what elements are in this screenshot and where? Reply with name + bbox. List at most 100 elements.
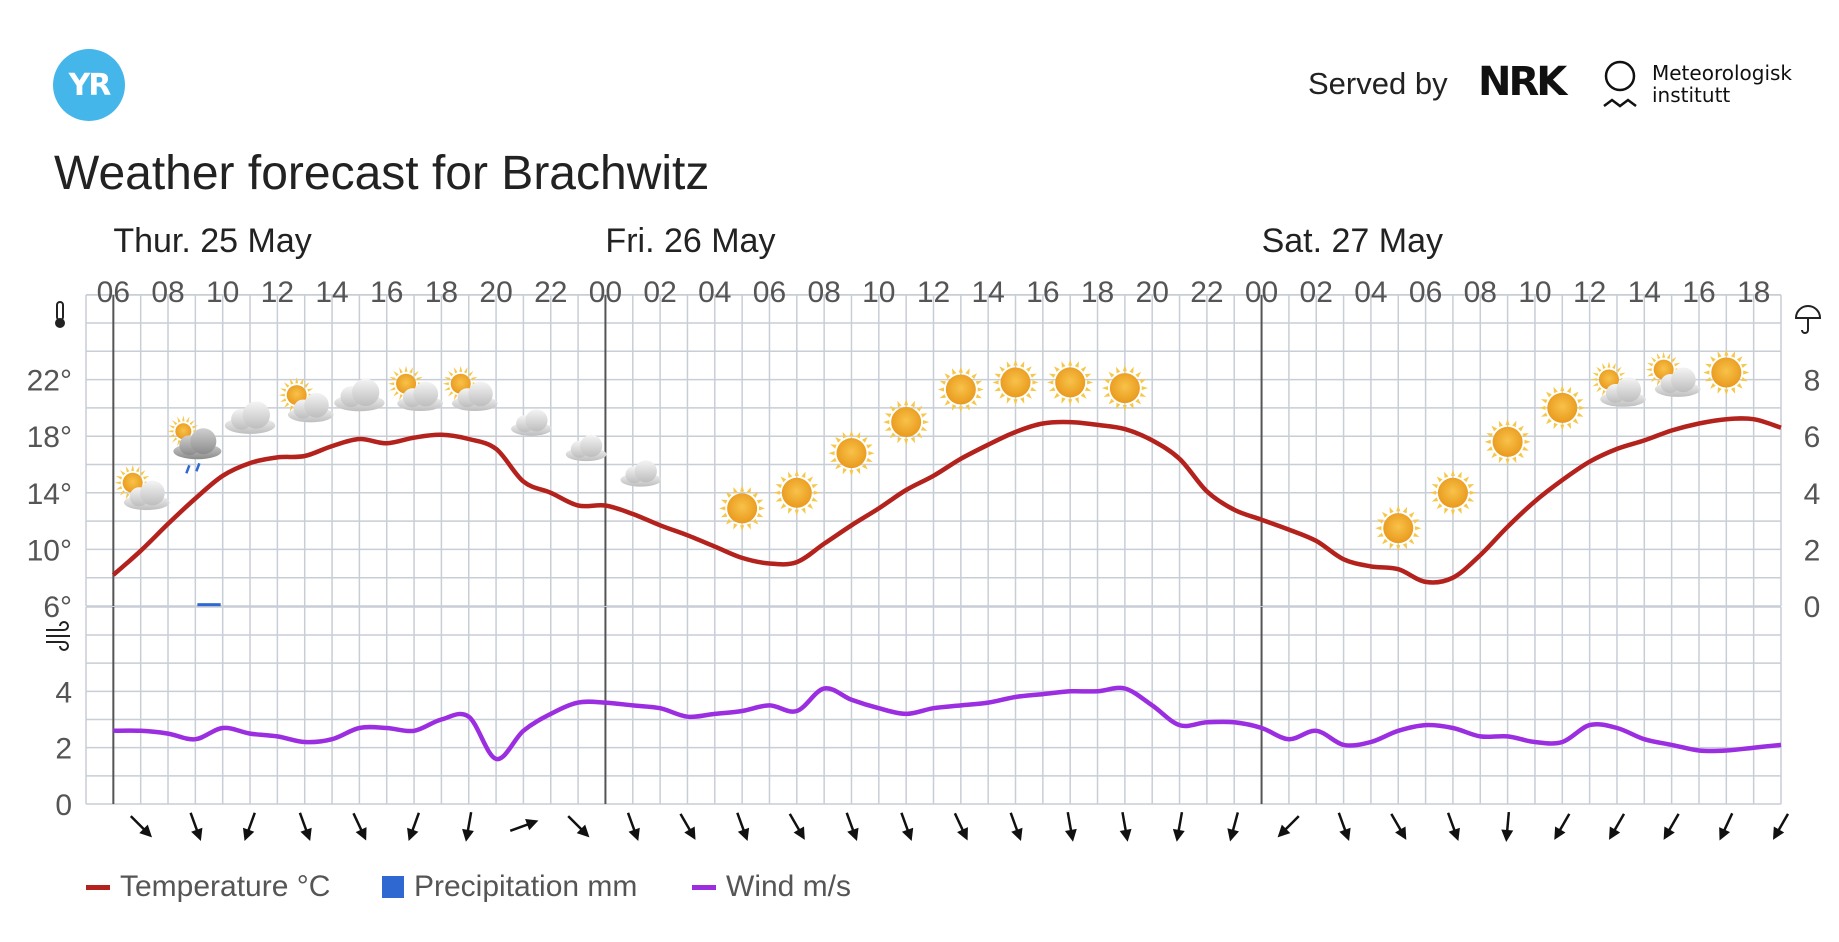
sun-ray	[944, 400, 951, 406]
sun-ray	[1743, 370, 1750, 375]
sun-ray	[177, 416, 181, 423]
hour-tick-label: 16	[370, 276, 403, 309]
sun-ray	[719, 506, 726, 511]
clear-sky-day-icon	[1539, 384, 1586, 431]
sun-ray	[1491, 425, 1498, 432]
sun-ray	[1389, 506, 1394, 514]
sun-ray	[1724, 349, 1729, 356]
sun-ray	[388, 382, 395, 386]
sun-ray	[830, 444, 837, 449]
partly-cloudy-night-icon	[559, 424, 607, 462]
sun-ray	[1730, 351, 1736, 358]
sun-ray	[971, 400, 978, 406]
partly-cloudy-day-icon	[114, 464, 170, 511]
sun-ray	[1413, 532, 1420, 537]
sun-ray	[442, 382, 449, 386]
sun-ray	[1596, 366, 1602, 373]
wind-arrow-head	[1395, 826, 1407, 840]
sun-ray	[1074, 361, 1079, 368]
sun-ray	[1048, 387, 1056, 392]
hour-tick-label: 12	[261, 276, 294, 309]
sun-ray	[1486, 433, 1493, 438]
hour-tick-label: 18	[1737, 276, 1770, 309]
sun-ray	[994, 387, 1001, 392]
sun-ray	[1047, 380, 1054, 385]
hour-tick-label: 08	[807, 276, 840, 309]
wind-arrow-head	[737, 827, 750, 842]
sun-ray	[975, 394, 983, 399]
sun-ray	[1103, 379, 1111, 384]
sun-ray	[1553, 422, 1558, 430]
sun-ray	[1032, 380, 1039, 385]
moon-crescent	[505, 398, 519, 425]
sun-ray	[172, 437, 178, 443]
precip-axis-label: 4	[1804, 478, 1821, 511]
sun-ray	[1498, 420, 1503, 427]
sun-ray	[1553, 386, 1558, 394]
sun-ray	[444, 376, 451, 381]
sun-ray	[140, 470, 146, 476]
day-label: Fri. 26 May	[605, 222, 775, 260]
rain-drop	[185, 464, 191, 474]
sun-ray	[1656, 380, 1661, 387]
temp-axis-label: 22°	[27, 365, 72, 398]
sun-ray	[125, 493, 130, 500]
sun-ray	[444, 387, 451, 391]
sun-ray	[1612, 362, 1616, 369]
sun-ray	[280, 398, 287, 402]
sun-ray	[889, 405, 896, 412]
wind-direction-arrow	[1501, 811, 1514, 842]
sun-ray	[1085, 387, 1092, 392]
cloud-puff	[1670, 367, 1696, 393]
sun-ray	[1139, 392, 1147, 397]
sun-ray	[1030, 373, 1037, 378]
sun-ray	[189, 420, 195, 426]
sun-ray	[1484, 439, 1491, 444]
hour-tick-label: 04	[698, 276, 731, 309]
sun-ray	[284, 402, 290, 408]
sun-ray	[119, 470, 126, 476]
wind-arrow-head	[957, 827, 968, 841]
umbrella-icon-handle	[1801, 318, 1809, 334]
sun-ray	[1048, 373, 1056, 378]
wind-direction-arrow	[1337, 812, 1351, 842]
sun-ray	[862, 436, 868, 443]
wind-direction-arrow	[352, 812, 367, 841]
wind-arrow-head	[1448, 827, 1460, 842]
wind-arrow-head	[1227, 828, 1239, 842]
cloud-puff	[525, 409, 548, 432]
sun-ray	[1572, 391, 1579, 398]
sun-ray	[999, 392, 1005, 399]
sun-ray	[752, 492, 759, 498]
sun-ray	[884, 413, 892, 418]
hour-tick-label: 22	[534, 276, 567, 309]
sun-ray	[1645, 368, 1652, 371]
hour-tick-label: 14	[971, 276, 1004, 309]
wind-arrow-head	[462, 828, 474, 842]
clear-sky-day-icon	[1101, 365, 1148, 412]
sun-ray	[1053, 366, 1060, 372]
sun-ray	[1061, 397, 1066, 404]
sun-ray	[1524, 439, 1531, 444]
sun-ray	[994, 373, 1001, 378]
sun-ray	[828, 451, 835, 456]
sun-ray	[464, 367, 468, 374]
sun-ray	[1415, 526, 1422, 531]
sun-ray	[862, 463, 868, 470]
sun-ray	[1560, 424, 1565, 431]
sun-ray	[889, 432, 896, 439]
sun-ray	[448, 371, 454, 377]
precip-axis-label: 6	[1804, 421, 1821, 454]
wind-arrow-head	[793, 826, 805, 840]
clear-sky-day-icon	[1375, 505, 1422, 552]
sun-ray	[468, 371, 474, 377]
wind-direction-arrow	[1446, 812, 1460, 842]
met-name-line1: Meteorologisk	[1652, 61, 1793, 85]
clear-sky-day-icon	[773, 469, 820, 516]
hour-tick-label: 02	[643, 276, 676, 309]
sun-ray	[168, 434, 175, 438]
sun-disc	[175, 423, 192, 440]
moon-crescent	[559, 424, 573, 451]
cloud-puff	[190, 428, 217, 455]
sun-ray	[1122, 365, 1127, 372]
